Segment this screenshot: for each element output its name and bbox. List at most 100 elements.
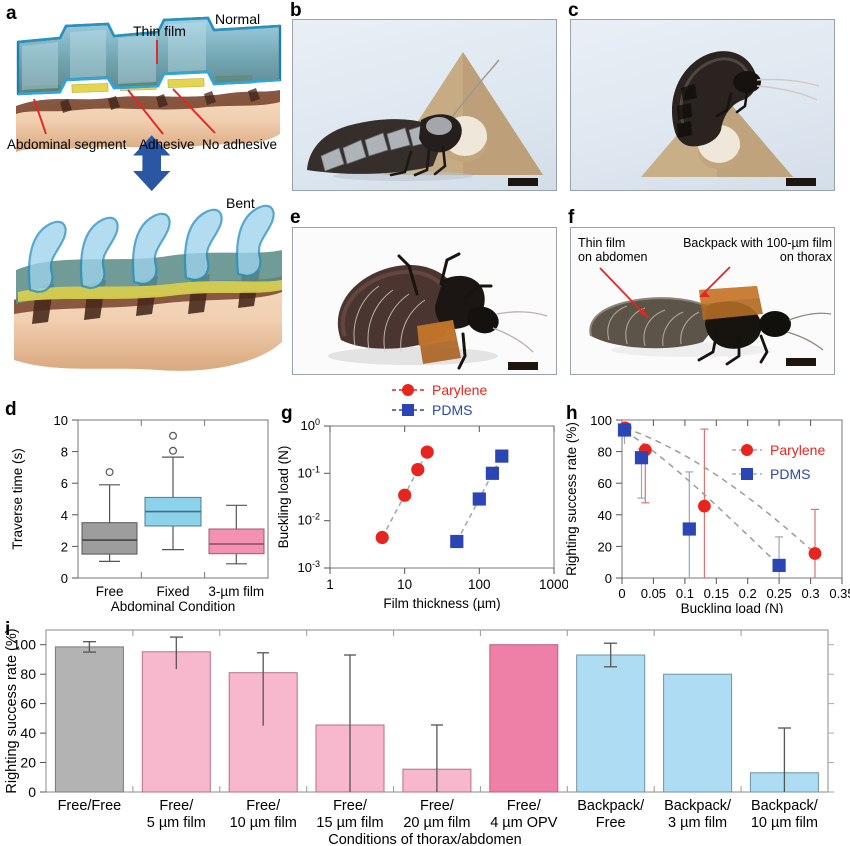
illustration-normal [16,16,282,152]
series-pdms [450,449,509,549]
series-pdms-h [617,423,786,572]
svg-text:Backpack/: Backpack/ [577,798,645,814]
svg-text:40: 40 [20,725,36,741]
svg-text:4: 4 [61,508,68,523]
svg-text:60: 60 [20,696,36,712]
boxplot-free [81,468,138,562]
svg-text:1000: 1000 [539,577,568,592]
svg-text:5 µm film: 5 µm film [147,815,206,831]
panel-c-photo [570,19,835,191]
panel-label-b: b [290,0,302,21]
panel-a-leader-lines [33,40,216,135]
svg-text:100: 100 [301,417,320,433]
boxplot-3um-film [208,504,265,565]
svg-text:20: 20 [20,755,36,771]
panel-f-photo [570,227,835,375]
panel-label-f: f [568,207,575,228]
svg-text:Free/: Free/ [507,798,542,814]
panel-d-chart: 0 2 4 6 8 10 Traverse time (s) [0,398,278,613]
svg-text:8: 8 [61,445,68,460]
panel-a-label-thin-film: Thin film [133,23,186,39]
svg-text:10 µm film: 10 µm film [230,815,297,831]
svg-text:Free: Free [96,584,124,599]
panel-a-illustration [8,2,285,390]
svg-text:Film thickness (µm): Film thickness (µm) [383,596,500,611]
panel-e-photo [292,227,557,375]
svg-text:Free/Free: Free/Free [58,798,122,814]
panel-label-d: d [5,399,17,420]
panel-i-chart: 0 20 40 60 80 100 Righting success rate (%) [0,618,850,846]
svg-text:Fixed: Fixed [156,584,189,599]
panel-h-legend: Parylene PDMS [732,442,825,482]
svg-text:Buckling load (N): Buckling load (N) [681,601,784,613]
svg-text:1: 1 [326,577,334,592]
svg-text:80: 80 [20,666,36,682]
panel-e-scale-bar [508,362,538,370]
svg-text:Conditions of thorax/abdomen: Conditions of thorax/abdomen [328,832,521,846]
svg-text:Righting success rate (%): Righting success rate (%) [564,422,579,576]
svg-text:100: 100 [590,413,612,428]
panel-h-chart: 0 20 40 60 80 100 0 0.05 0.1 0.15 0.2 0.25 0.3 0.… [560,398,850,613]
panel-g-chart: Parylene PDMS 100 10-1 10-2 10-3 [272,380,568,613]
boxplot-fixed [144,431,202,551]
svg-text:0.35: 0.35 [829,586,850,601]
svg-text:PDMS: PDMS [432,402,472,418]
svg-text:Backpack/: Backpack/ [664,798,732,814]
svg-text:0.15: 0.15 [704,586,729,601]
panel-b-scale-bar [508,178,538,186]
panel-label-g: g [281,403,293,424]
svg-text:Backpack/: Backpack/ [751,798,819,814]
panel-a-label-bent: Bent [226,195,255,211]
svg-text:60: 60 [598,476,612,491]
svg-text:10: 10 [397,577,412,592]
svg-text:80: 80 [598,445,612,460]
panel-g-legend: Parylene PDMS [392,382,487,418]
panel-label-e: e [290,207,301,228]
panel-label-h: h [566,403,578,424]
svg-text:3 µm film: 3 µm film [668,815,727,831]
panel-a-label-abdominal-segment: Abdominal segment [7,137,127,152]
svg-text:Traverse time (s): Traverse time (s) [10,448,25,550]
svg-text:40: 40 [598,508,612,523]
svg-text:2: 2 [61,539,68,554]
svg-text:10: 10 [54,413,68,428]
panel-f-leader-lines [599,266,731,319]
series-parylene [375,445,434,545]
panel-f-callout-right: Backpack with 100-µm film on thorax [664,236,832,264]
svg-text:20 µm film: 20 µm film [403,815,470,831]
panel-label-i: i [5,619,11,640]
bidirectional-arrow-icon [133,135,171,192]
svg-text:Abdominal Condition: Abdominal Condition [111,599,236,613]
svg-text:Buckling load (N): Buckling load (N) [276,446,291,549]
panel-a-label-no-adhesive: No adhesive [202,137,278,152]
svg-text:Free/: Free/ [246,798,281,814]
svg-text:100: 100 [13,637,37,653]
svg-text:PDMS: PDMS [770,466,810,482]
svg-text:Free/: Free/ [159,798,194,814]
panel-f-scale-bar [786,358,816,366]
svg-text:Parylene: Parylene [432,382,487,398]
svg-text:Righting success rate (%): Righting success rate (%) [4,628,20,793]
svg-text:10 µm film: 10 µm film [751,815,818,831]
svg-text:4 µm OPV: 4 µm OPV [490,815,558,831]
panel-b-photo [292,19,557,191]
panel-c-scale-bar [786,178,816,186]
panel-f-callout-left-line1: Thin film [578,236,626,250]
svg-text:0.3: 0.3 [802,586,820,601]
svg-text:0.25: 0.25 [766,586,791,601]
panel-label-a: a [6,3,17,24]
svg-text:20: 20 [598,539,612,554]
panel-f-callout-right-line1: Backpack with 100-µm film [683,236,832,250]
svg-text:Free/: Free/ [420,798,455,814]
panel-a-label-normal: Normal [215,11,261,27]
illustration-bent [14,204,282,371]
svg-text:10-2: 10-2 [298,512,320,528]
svg-text:0: 0 [28,784,36,800]
panel-f-callout-right-line2: on thorax [779,250,832,264]
svg-text:Free/: Free/ [333,798,368,814]
svg-text:0: 0 [605,571,612,586]
svg-text:0: 0 [61,571,68,586]
svg-text:Free: Free [596,815,626,831]
svg-text:0.2: 0.2 [739,586,757,601]
